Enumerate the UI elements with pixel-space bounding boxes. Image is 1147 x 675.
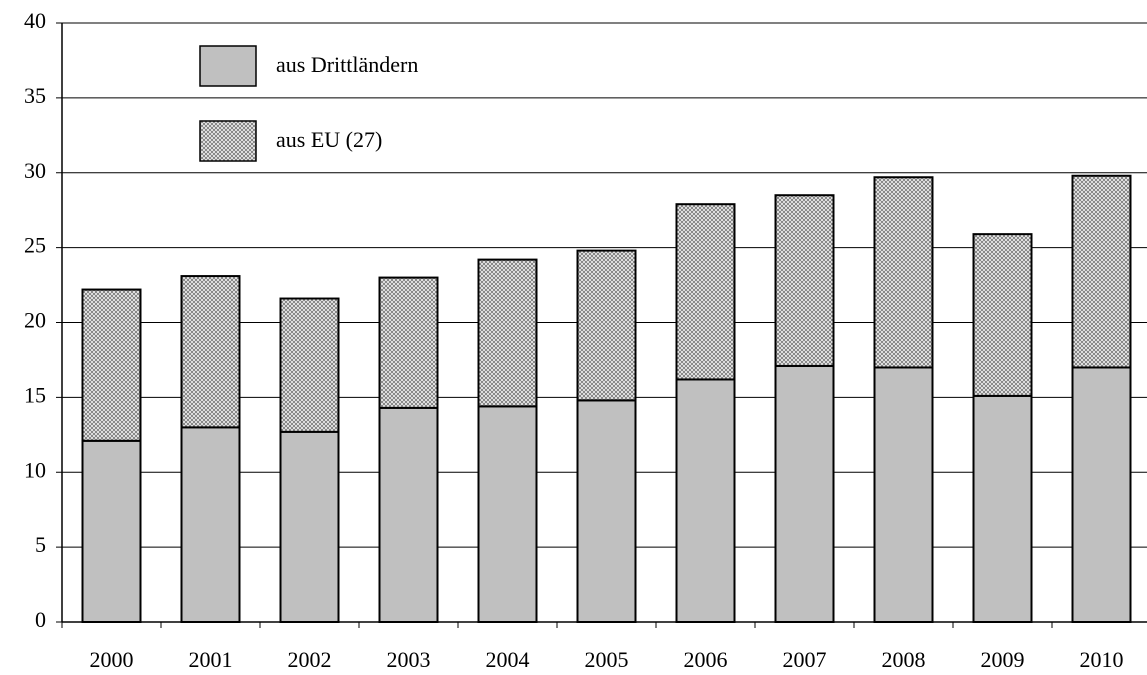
bar-segment xyxy=(1071,366,1132,623)
bar-segment xyxy=(1071,174,1132,369)
x-tick-label: 2000 xyxy=(90,647,134,672)
y-tick-label: 5 xyxy=(35,532,46,557)
bar-segment xyxy=(972,233,1033,397)
x-tick-label: 2005 xyxy=(585,647,629,672)
bar-segment xyxy=(576,249,637,402)
x-tick-label: 2008 xyxy=(882,647,926,672)
y-tick-label: 35 xyxy=(24,83,46,108)
bar-segment xyxy=(477,258,538,408)
legend-label: aus Drittländern xyxy=(276,52,418,77)
y-tick-label: 30 xyxy=(24,158,46,183)
x-tick-label: 2003 xyxy=(387,647,431,672)
x-tick-label: 2002 xyxy=(288,647,332,672)
bar-segment xyxy=(279,430,340,623)
bar-segment xyxy=(774,364,835,623)
y-tick-label: 10 xyxy=(24,457,46,482)
y-tick-label: 40 xyxy=(24,8,46,33)
x-tick-label: 2006 xyxy=(684,647,728,672)
y-tick-label: 15 xyxy=(24,382,46,407)
bar-segment xyxy=(279,297,340,433)
bar-segment xyxy=(477,405,538,623)
x-tick-label: 2010 xyxy=(1080,647,1124,672)
y-tick-label: 25 xyxy=(24,233,46,258)
legend-swatch xyxy=(199,120,257,162)
bar-segment xyxy=(378,276,439,409)
bar-segment xyxy=(873,366,934,623)
legend-label: aus EU (27) xyxy=(276,127,382,152)
bar-segment xyxy=(180,275,241,429)
x-tick-label: 2009 xyxy=(981,647,1025,672)
y-tick-label: 20 xyxy=(24,308,46,333)
bar-segment xyxy=(81,439,142,623)
bar-segment xyxy=(576,399,637,623)
bar-segment xyxy=(774,194,835,367)
bar-segment xyxy=(675,203,736,381)
bar-segment xyxy=(873,176,934,369)
bar-segment xyxy=(378,406,439,624)
bar-segment xyxy=(675,378,736,623)
y-tick-label: 0 xyxy=(35,607,46,632)
bar-segment xyxy=(81,288,142,442)
x-tick-label: 2001 xyxy=(189,647,233,672)
bar-segment xyxy=(972,394,1033,623)
legend-swatch xyxy=(199,45,257,87)
x-tick-label: 2004 xyxy=(486,647,530,672)
x-tick-label: 2007 xyxy=(783,647,827,672)
bar-segment xyxy=(180,426,241,624)
